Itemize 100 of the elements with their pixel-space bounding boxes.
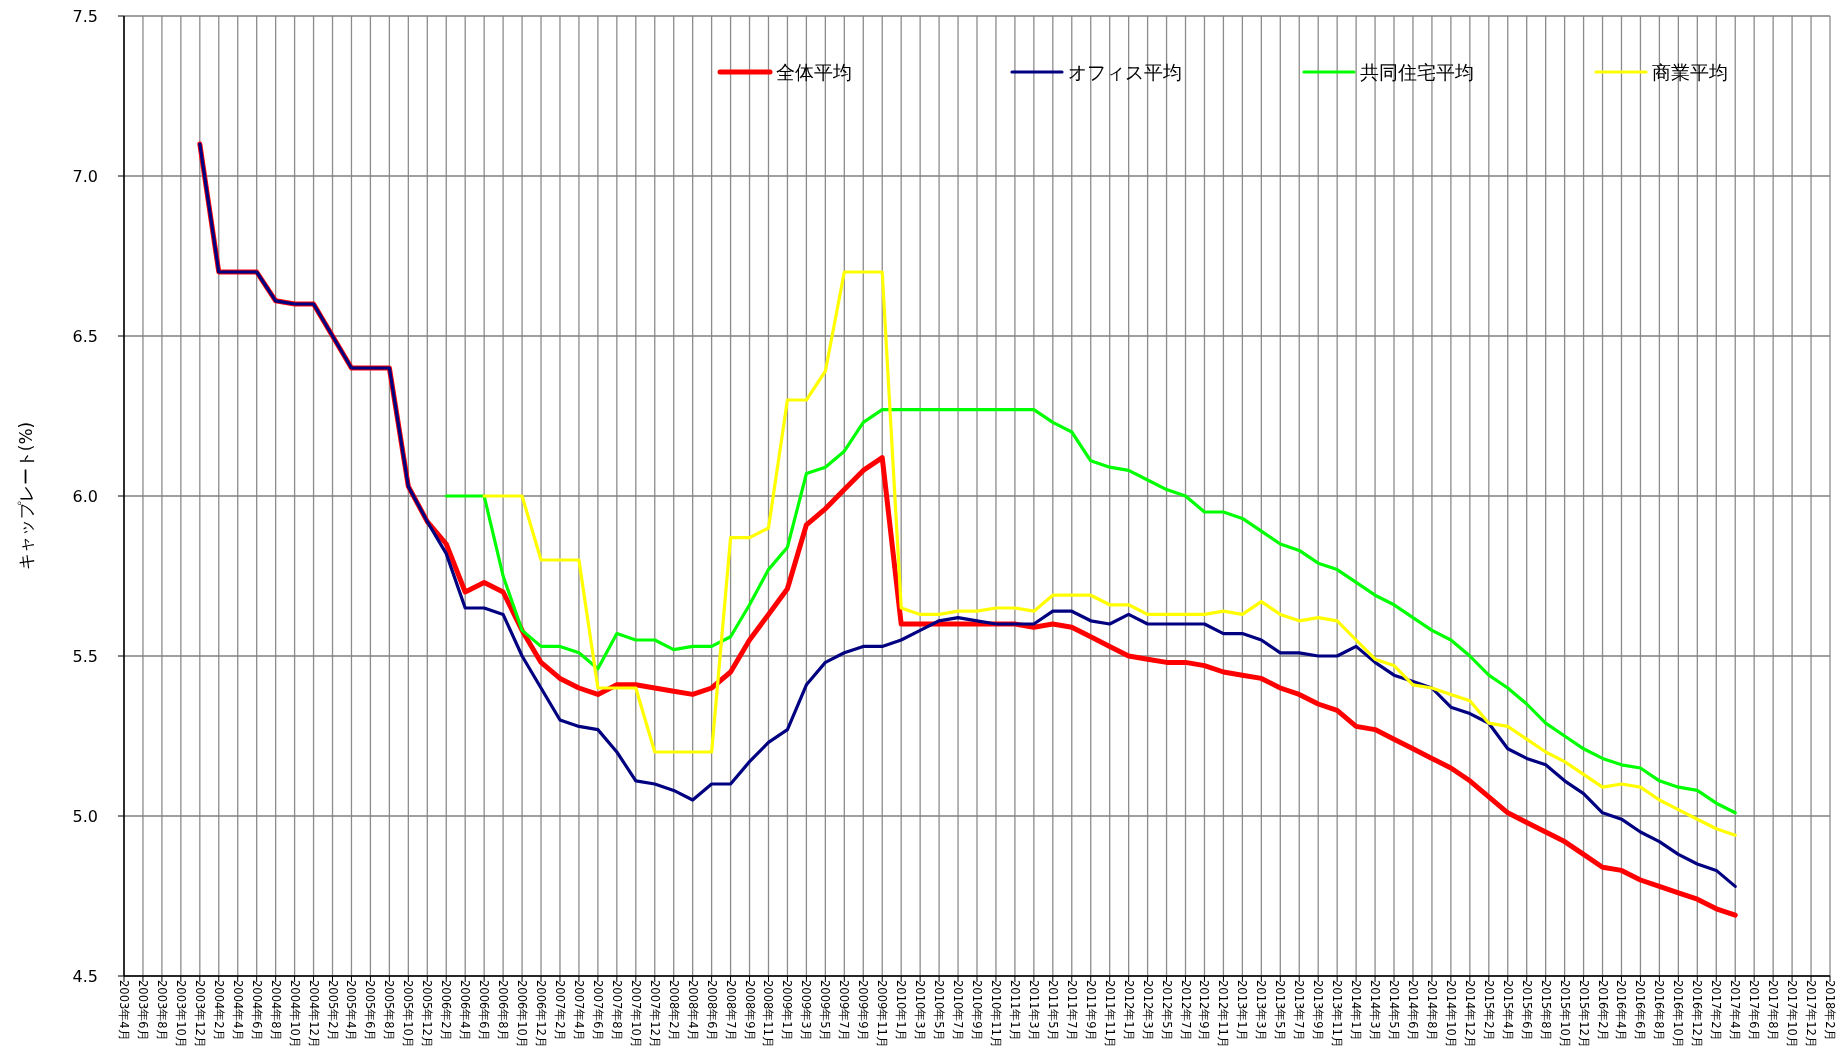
x-tick-label: 2010年5月 bbox=[932, 980, 947, 1041]
x-tick-label: 2013年1月 bbox=[1235, 980, 1250, 1041]
x-tick-label: 2005年12月 bbox=[420, 980, 435, 1048]
x-tick-label: 2010年11月 bbox=[988, 980, 1003, 1048]
x-tick-label: 2007年4月 bbox=[571, 980, 586, 1041]
x-tick-label: 2009年7月 bbox=[837, 980, 852, 1041]
x-tick-label: 2017年4月 bbox=[1728, 980, 1743, 1041]
x-tick-label: 2008年11月 bbox=[761, 980, 776, 1048]
x-tick-label: 2012年5月 bbox=[1159, 980, 1174, 1041]
x-tick-label: 2010年3月 bbox=[913, 980, 928, 1041]
x-tick-label: 2005年8月 bbox=[382, 980, 397, 1041]
x-tick-label: 2006年8月 bbox=[496, 980, 511, 1041]
x-tick-label: 2011年3月 bbox=[1026, 980, 1041, 1041]
x-tick-label: 2006年12月 bbox=[534, 980, 549, 1048]
x-tick-label: 2004年12月 bbox=[306, 980, 321, 1048]
x-tick-label: 2006年2月 bbox=[439, 980, 454, 1041]
x-tick-label: 2016年2月 bbox=[1595, 980, 1610, 1041]
x-tick-label: 2014年8月 bbox=[1424, 980, 1439, 1041]
x-tick-label: 2009年9月 bbox=[856, 980, 871, 1041]
x-tick-label: 2012年7月 bbox=[1178, 980, 1193, 1041]
x-tick-label: 2011年5月 bbox=[1045, 980, 1060, 1041]
x-tick-label: 2017年6月 bbox=[1747, 980, 1762, 1041]
x-tick-label: 2004年8月 bbox=[268, 980, 283, 1041]
y-axis-title: キャップレート(%) bbox=[16, 421, 36, 571]
x-tick-label: 2009年11月 bbox=[875, 980, 890, 1048]
line-series bbox=[482, 270, 1737, 837]
x-tick-label: 2003年12月 bbox=[192, 980, 207, 1048]
y-tick-label: 7.5 bbox=[72, 7, 98, 26]
x-tick-label: 2004年6月 bbox=[249, 980, 264, 1041]
y-tick-label: 5.0 bbox=[72, 807, 98, 826]
line-series bbox=[444, 408, 1737, 815]
x-tick-label: 2006年4月 bbox=[458, 980, 473, 1041]
x-tick-label: 2013年11月 bbox=[1330, 980, 1345, 1048]
x-tick-label: 2014年3月 bbox=[1368, 980, 1383, 1041]
x-tick-label: 2012年9月 bbox=[1197, 980, 1212, 1041]
x-tick-label: 2015年4月 bbox=[1500, 980, 1515, 1041]
x-tick-label: 2013年5月 bbox=[1273, 980, 1288, 1041]
x-tick-label: 2010年7月 bbox=[951, 980, 966, 1041]
x-tick-label: 2005年4月 bbox=[344, 980, 359, 1041]
x-tick-label: 2015年6月 bbox=[1519, 980, 1534, 1041]
x-tick-label: 2016年4月 bbox=[1614, 980, 1629, 1041]
x-tick-label: 2016年12月 bbox=[1690, 980, 1705, 1048]
legend-label: 全体平均 bbox=[776, 61, 852, 83]
x-tick-label: 2017年8月 bbox=[1766, 980, 1781, 1041]
x-tick-label: 2010年9月 bbox=[970, 980, 984, 1041]
x-tick-label: 2007年2月 bbox=[552, 980, 567, 1041]
x-tick-label: 2004年2月 bbox=[211, 980, 226, 1041]
x-tick-label: 2003年6月 bbox=[135, 980, 150, 1041]
x-tick-label: 2008年4月 bbox=[685, 980, 700, 1041]
x-tick-label: 2015年2月 bbox=[1481, 980, 1496, 1041]
x-tick-label: 2003年10月 bbox=[173, 980, 188, 1048]
x-tick-label: 2016年10月 bbox=[1671, 980, 1686, 1048]
x-tick-label: 2008年9月 bbox=[742, 980, 757, 1041]
x-tick-label: 2006年10月 bbox=[515, 980, 530, 1048]
x-tick-label: 2007年8月 bbox=[609, 980, 624, 1041]
x-tick-label: 2017年12月 bbox=[1804, 980, 1819, 1048]
x-tick-label: 2007年6月 bbox=[590, 980, 605, 1041]
x-tick-label: 2011年7月 bbox=[1064, 980, 1079, 1041]
x-tick-label: 2014年1月 bbox=[1349, 980, 1364, 1041]
x-tick-label: 2016年6月 bbox=[1633, 980, 1648, 1041]
x-tick-label: 2012年3月 bbox=[1140, 980, 1155, 1041]
x-tick-label: 2013年7月 bbox=[1292, 980, 1307, 1041]
x-tick-label: 2018年2月 bbox=[1823, 980, 1837, 1041]
y-tick-label: 7.0 bbox=[72, 167, 98, 186]
x-tick-label: 2006年6月 bbox=[477, 980, 492, 1041]
x-tick-label: 2003年4月 bbox=[117, 980, 131, 1041]
x-tick-label: 2016年8月 bbox=[1652, 980, 1667, 1041]
x-tick-label: 2014年10月 bbox=[1443, 980, 1458, 1048]
x-tick-label: 2012年11月 bbox=[1216, 980, 1231, 1048]
x-tick-label: 2004年4月 bbox=[230, 980, 245, 1041]
x-tick-label: 2003年8月 bbox=[154, 980, 169, 1041]
x-tick-label: 2015年8月 bbox=[1538, 980, 1553, 1041]
x-tick-label: 2011年9月 bbox=[1083, 980, 1098, 1041]
x-tick-label: 2017年10月 bbox=[1785, 980, 1800, 1048]
x-tick-label: 2009年1月 bbox=[780, 980, 795, 1041]
x-tick-label: 2005年6月 bbox=[363, 980, 378, 1041]
x-tick-label: 2012年1月 bbox=[1121, 980, 1136, 1041]
x-tick-label: 2008年6月 bbox=[704, 980, 719, 1041]
x-tick-label: 2013年9月 bbox=[1311, 980, 1326, 1041]
y-tick-label: 6.0 bbox=[72, 487, 98, 506]
legend-label: オフィス平均 bbox=[1068, 61, 1182, 83]
x-tick-label: 2010年1月 bbox=[894, 980, 909, 1041]
x-tick-label: 2013年3月 bbox=[1254, 980, 1269, 1041]
x-tick-label: 2008年2月 bbox=[666, 980, 681, 1041]
x-tick-label: 2014年5月 bbox=[1387, 980, 1402, 1041]
x-tick-label: 2011年1月 bbox=[1007, 980, 1022, 1041]
y-tick-label: 5.5 bbox=[72, 647, 98, 666]
x-tick-label: 2005年2月 bbox=[325, 980, 340, 1041]
x-tick-label: 2009年3月 bbox=[799, 980, 814, 1041]
x-tick-label: 2007年12月 bbox=[647, 980, 662, 1048]
x-tick-label: 2014年12月 bbox=[1462, 980, 1477, 1048]
x-tick-label: 2005年10月 bbox=[401, 980, 416, 1048]
x-tick-label: 2011年11月 bbox=[1102, 980, 1117, 1048]
x-tick-label: 2004年10月 bbox=[287, 980, 302, 1048]
x-tick-label: 2008年7月 bbox=[723, 980, 738, 1041]
x-tick-label: 2015年12月 bbox=[1576, 980, 1591, 1048]
legend-label: 商業平均 bbox=[1652, 61, 1728, 83]
x-tick-label: 2009年5月 bbox=[818, 980, 833, 1041]
x-tick-label: 2014年6月 bbox=[1405, 980, 1420, 1041]
x-tick-label: 2015年10月 bbox=[1557, 980, 1572, 1048]
